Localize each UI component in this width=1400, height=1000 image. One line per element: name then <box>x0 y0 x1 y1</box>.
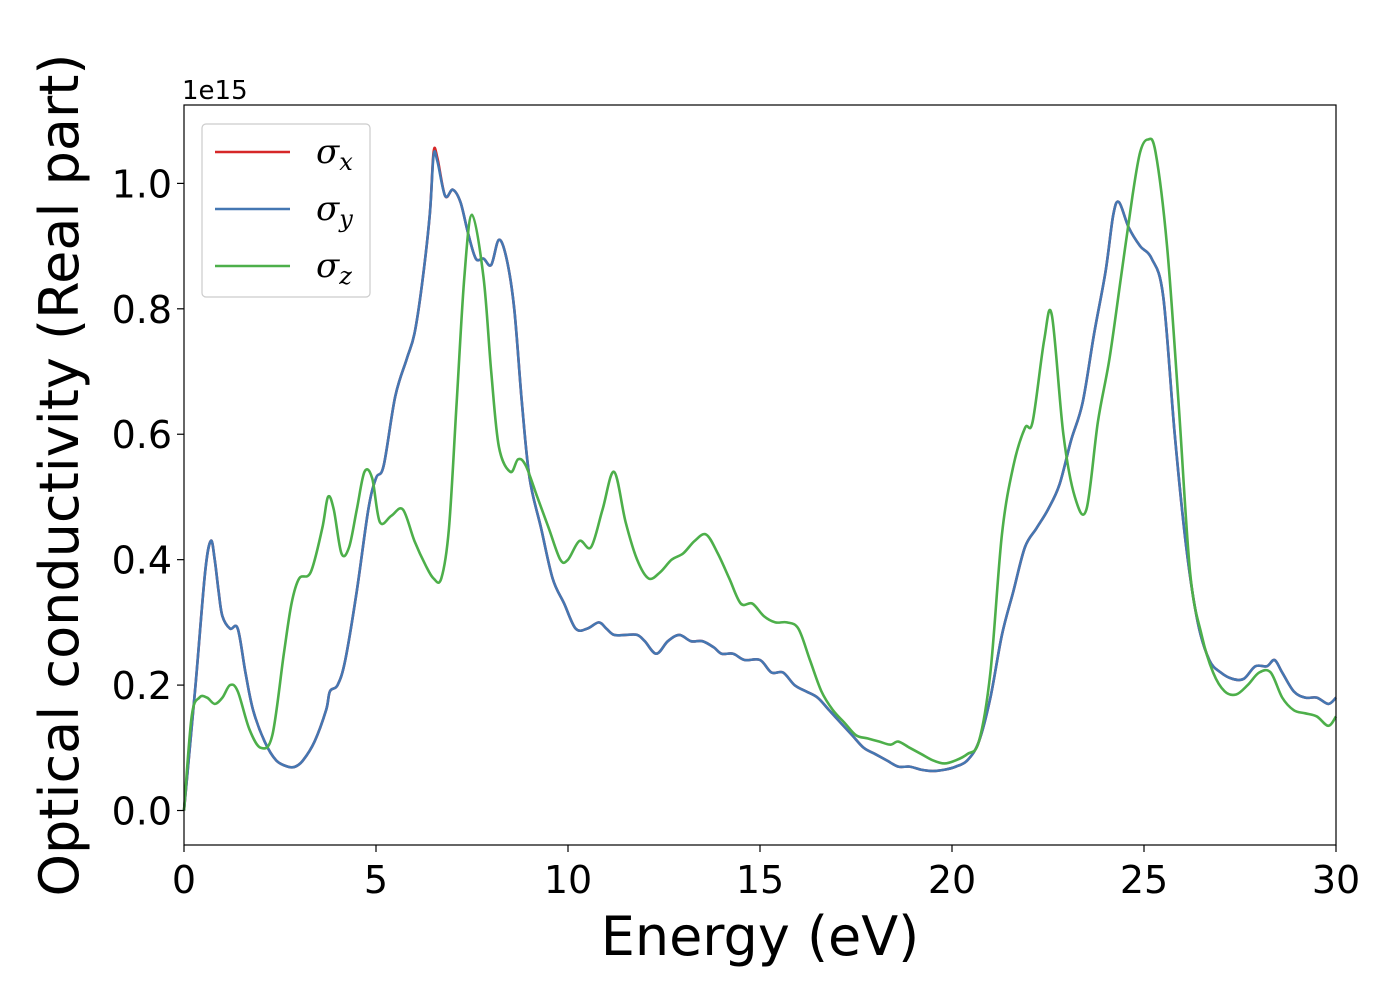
y-tick-label: 0.4 <box>112 539 172 583</box>
y-axis: 0.0 0.2 0.4 0.6 0.8 1.0 <box>112 162 184 834</box>
series-line-z <box>182 137 1338 811</box>
x-tick-label: 20 <box>928 858 976 902</box>
y-tick-label: 0.0 <box>112 790 172 834</box>
y-offset-label: 1e15 <box>182 76 248 106</box>
x-axis-title: Energy (eV) <box>601 905 920 968</box>
x-tick-label: 30 <box>1312 858 1360 902</box>
y-tick-label: 0.6 <box>112 413 172 457</box>
legend-box <box>201 123 371 298</box>
x-axis: 0 5 10 15 20 25 30 <box>172 845 1360 902</box>
y-tick-label: 0.8 <box>112 288 172 332</box>
y-axis-title: Optical conductivity (Real part) <box>28 54 91 897</box>
x-tick-label: 5 <box>364 858 388 902</box>
series-layer <box>182 137 1338 811</box>
x-tick-label: 10 <box>544 858 592 902</box>
x-tick-label: 0 <box>172 858 196 902</box>
y-tick-label: 0.2 <box>112 664 172 708</box>
x-tick-label: 15 <box>736 858 784 902</box>
x-tick-label: 25 <box>1120 858 1168 902</box>
y-tick-label: 1.0 <box>112 162 172 206</box>
